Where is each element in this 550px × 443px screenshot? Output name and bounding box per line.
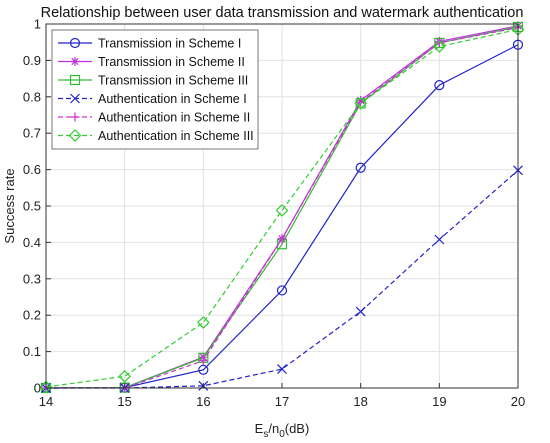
x-tick-label: 20 [511, 394, 525, 409]
x-label-tail: (dB) [285, 421, 310, 436]
legend-entry: Transmission in Scheme I [58, 37, 241, 51]
y-tick-label: 0.3 [23, 271, 41, 286]
y-tick-label: 0.6 [23, 162, 41, 177]
legend-entry: Authentication in Scheme II [58, 111, 250, 125]
x-axis-label: Es/n0(dB) [255, 421, 310, 440]
y-tick-label: 0.9 [23, 53, 41, 68]
data-point [432, 40, 446, 53]
y-tick-label: 0.2 [23, 308, 41, 323]
x-tick-label: 19 [432, 394, 446, 409]
y-axis-label: Success rate [2, 168, 17, 243]
y-tick-label: 0.7 [23, 126, 41, 141]
legend-label: Authentication in Scheme III [98, 129, 254, 143]
x-tick-label: 14 [39, 394, 53, 409]
y-tick-label: 0.4 [23, 235, 41, 250]
x-tick-label: 17 [275, 394, 289, 409]
data-point [434, 234, 445, 245]
legend-marker [69, 74, 81, 86]
y-tick-label: 0.1 [23, 344, 41, 359]
x-tick-label: 15 [117, 394, 131, 409]
chart-title: Relationship between user data transmiss… [41, 5, 524, 21]
legend-label: Transmission in Scheme III [98, 74, 248, 88]
legend-label: Authentication in Scheme I [98, 92, 247, 106]
data-point [39, 380, 53, 394]
x-label-mid: /n [268, 421, 279, 436]
data-point [356, 97, 366, 107]
data-point [354, 97, 368, 110]
axis-ticks: 14 15 16 17 18 19 20 0 0.1 0.2 0.3 0.4 0.5 0.6 0.7 0.8 0… [23, 17, 525, 410]
legend-marker [69, 37, 81, 49]
series-6 [39, 23, 525, 394]
x-label-base: E [255, 421, 264, 436]
legend-marker [70, 93, 80, 104]
data-point [198, 364, 209, 375]
data-point [276, 285, 288, 296]
y-tick-label: 0 [34, 381, 41, 396]
x-tick-label: 16 [196, 394, 210, 409]
legend-marker [68, 129, 82, 142]
x-label-sub2: 0 [279, 429, 285, 440]
legend-entry: Authentication in Scheme I [58, 92, 247, 106]
legend-label: Transmission in Scheme I [98, 37, 241, 51]
legend-label: Authentication in Scheme II [98, 111, 250, 125]
data-point [196, 316, 210, 329]
legend-entry: Authentication in Scheme III [58, 129, 254, 143]
data-point [277, 364, 287, 374]
legend-marker [70, 112, 80, 122]
data-point [434, 80, 445, 91]
y-tick-label: 0.5 [23, 199, 41, 214]
legend-label: Transmission in Scheme II [98, 55, 245, 69]
data-point [275, 204, 289, 217]
y-tick-label: 0.8 [23, 89, 41, 104]
legend-entry: Transmission in Scheme III [58, 74, 248, 88]
data-point [434, 38, 444, 48]
data-point [277, 234, 287, 244]
x-tick-label: 18 [353, 394, 367, 409]
legend-entry: Transmission in Scheme II [58, 55, 245, 69]
legend-box [51, 29, 259, 150]
data-point [355, 306, 366, 317]
data-point [118, 370, 132, 383]
data-point [198, 356, 208, 366]
legend: Transmission in Scheme I Transmission in … [51, 29, 259, 150]
x-label-sub1: s [263, 429, 268, 440]
y-tick-label: 1 [34, 17, 41, 32]
data-point [355, 162, 366, 173]
legend-marker [70, 57, 80, 66]
